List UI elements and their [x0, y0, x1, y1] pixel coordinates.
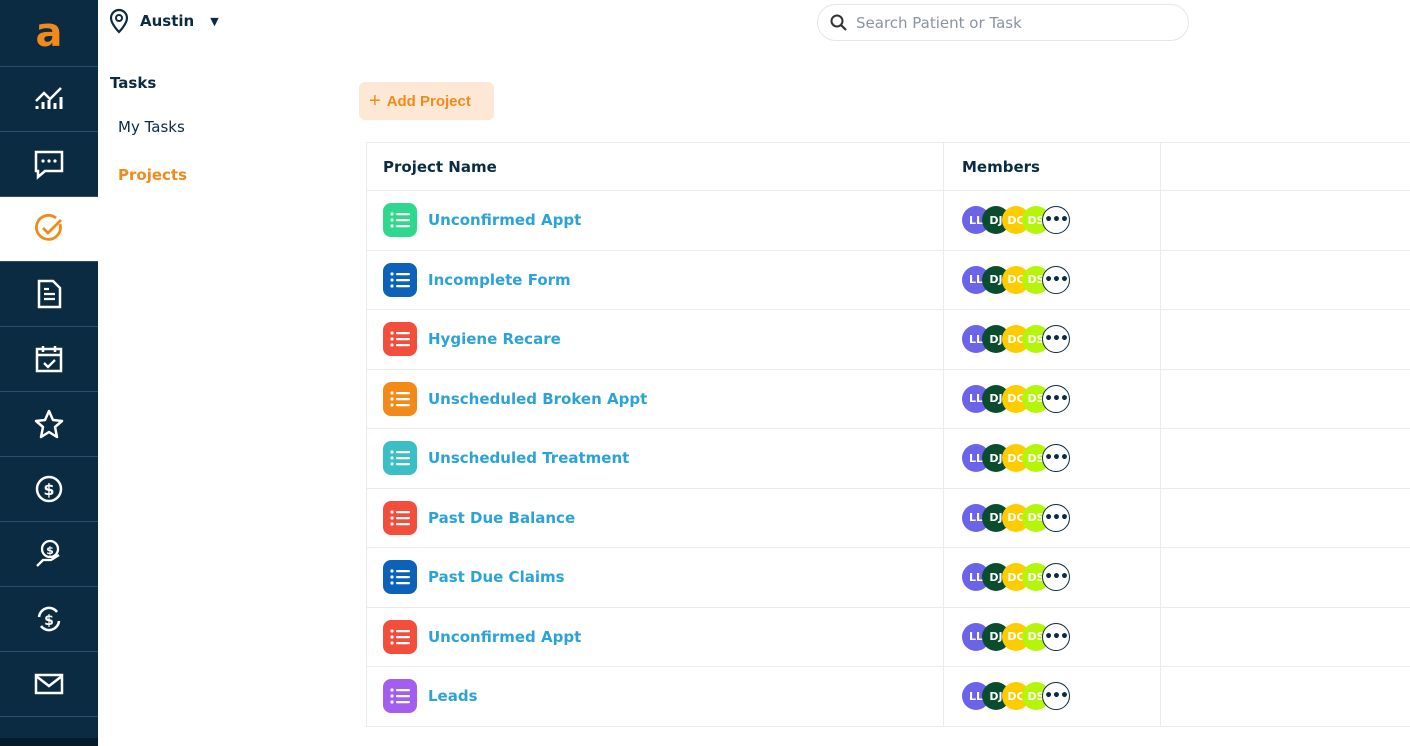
project-name-cell: Unscheduled Treatment — [367, 429, 944, 488]
table-row[interactable]: Unscheduled Treatment LL DJ DC DS ••• — [367, 429, 1410, 489]
members-cell: LL DJ DC DS ••• — [944, 310, 1161, 369]
list-icon — [383, 619, 417, 654]
dollar-icon: $ — [35, 475, 63, 503]
project-link[interactable]: Unconfirmed Appt — [428, 211, 582, 230]
table-row[interactable]: Past Due Claims LL DJ DC DS ••• — [367, 548, 1410, 608]
nav-chat[interactable] — [0, 132, 98, 197]
payment-hand-icon: $ — [36, 539, 60, 567]
document-icon — [37, 279, 62, 309]
members-cell: LL DJ DC DS ••• — [944, 369, 1161, 428]
nav-mail[interactable] — [0, 652, 98, 717]
header-members: Members — [944, 143, 1161, 190]
nav-my-tasks[interactable]: My Tasks — [118, 118, 185, 136]
project-link[interactable]: Unconfirmed Appt — [428, 627, 582, 646]
list-icon — [383, 679, 417, 714]
list-icon — [383, 322, 417, 357]
more-members-icon[interactable]: ••• — [1042, 206, 1070, 235]
more-members-icon[interactable]: ••• — [1042, 682, 1070, 711]
caret-down-icon: ▼ — [210, 14, 219, 28]
nav-document[interactable] — [0, 262, 98, 327]
project-name-cell: Unscheduled Broken Appt — [367, 369, 944, 428]
list-icon — [383, 441, 417, 476]
members-cell: LL DJ DC DS ••• — [944, 191, 1161, 250]
rail-footer — [0, 738, 98, 746]
svg-text:$: $ — [46, 544, 54, 557]
table-row[interactable]: Unscheduled Broken Appt LL DJ DC DS ••• — [367, 369, 1410, 429]
more-members-icon[interactable]: ••• — [1042, 622, 1070, 651]
header-project-name: Project Name — [367, 143, 944, 190]
table-header: Project Name Members — [367, 143, 1410, 191]
location-name: Austin — [140, 12, 195, 30]
main-nav-rail: a $ $ $ — [0, 0, 98, 746]
nav-calendar[interactable] — [0, 327, 98, 392]
project-name-cell: Incomplete Form — [367, 250, 944, 309]
members-cell: LL DJ DC DS ••• — [944, 429, 1161, 488]
star-icon — [34, 409, 64, 439]
secondary-nav: Austin ▼ Tasks My Tasks Projects — [98, 0, 358, 746]
nav-projects[interactable]: Projects — [118, 166, 188, 184]
add-project-button[interactable]: + Add Project — [359, 82, 494, 120]
more-members-icon[interactable]: ••• — [1042, 325, 1070, 354]
location-pin-icon — [109, 8, 129, 34]
project-link[interactable]: Unscheduled Broken Appt — [428, 389, 648, 408]
table-row[interactable]: Unconfirmed Appt LL DJ DC DS ••• — [367, 191, 1410, 251]
table-row[interactable]: Incomplete Form LL DJ DC DS ••• — [367, 250, 1410, 310]
members-cell: LL DJ DC DS ••• — [944, 667, 1161, 726]
table-row[interactable]: Leads LL DJ DC DS ••• — [367, 667, 1410, 727]
svg-text:$: $ — [43, 480, 54, 499]
add-project-label: Add Project — [386, 92, 471, 110]
project-link[interactable]: Hygiene Recare — [428, 330, 561, 349]
more-members-icon[interactable]: ••• — [1042, 265, 1070, 294]
members-cell: LL DJ DC DS ••• — [944, 488, 1161, 547]
more-members-icon[interactable]: ••• — [1042, 503, 1070, 532]
table-row[interactable]: Past Due Balance LL DJ DC DS ••• — [367, 488, 1410, 548]
project-name-cell: Past Due Claims — [367, 548, 944, 607]
mail-icon — [34, 673, 64, 695]
project-name-cell: Unconfirmed Appt — [367, 607, 944, 666]
more-members-icon[interactable]: ••• — [1042, 563, 1070, 592]
location-selector[interactable]: Austin ▼ — [108, 8, 219, 34]
nav-star[interactable] — [0, 392, 98, 457]
nav-tasks[interactable] — [0, 197, 98, 262]
tasks-heading: Tasks — [110, 74, 157, 92]
project-link[interactable]: Unscheduled Treatment — [428, 449, 630, 468]
project-link[interactable]: Past Due Balance — [428, 508, 576, 527]
project-link[interactable]: Incomplete Form — [428, 270, 571, 289]
more-members-icon[interactable]: ••• — [1042, 384, 1070, 413]
table-row[interactable]: Hygiene Recare LL DJ DC DS ••• — [367, 310, 1410, 370]
nav-analytics[interactable] — [0, 67, 98, 132]
members-cell: LL DJ DC DS ••• — [944, 607, 1161, 666]
list-icon — [383, 203, 417, 238]
search-icon — [830, 14, 847, 31]
table-row[interactable]: Unconfirmed Appt LL DJ DC DS ••• — [367, 607, 1410, 667]
tasks-icon — [35, 213, 62, 241]
project-link[interactable]: Past Due Claims — [428, 568, 565, 587]
list-icon — [383, 381, 417, 416]
project-name-cell: Hygiene Recare — [367, 310, 944, 369]
more-members-icon[interactable]: ••• — [1042, 444, 1070, 473]
project-name-cell: Leads — [367, 667, 944, 726]
search-input[interactable] — [856, 13, 1176, 32]
project-name-cell: Past Due Balance — [367, 488, 944, 547]
plus-icon: + — [369, 89, 381, 112]
members-cell: LL DJ DC DS ••• — [944, 548, 1161, 607]
app-logo[interactable]: a — [0, 0, 98, 67]
project-link[interactable]: Leads — [428, 687, 478, 706]
chat-icon — [34, 150, 64, 180]
logo-icon: a — [35, 10, 63, 56]
refresh-dollar-icon: $ — [37, 606, 61, 632]
list-icon — [383, 560, 417, 595]
search-box[interactable] — [817, 4, 1189, 41]
list-icon — [383, 500, 417, 535]
members-cell: LL DJ DC DS ••• — [944, 250, 1161, 309]
nav-refresh-dollar[interactable]: $ — [0, 587, 98, 652]
project-name-cell: Unconfirmed Appt — [367, 191, 944, 250]
nav-payment-hand[interactable]: $ — [0, 522, 98, 587]
list-icon — [383, 262, 417, 297]
svg-text:$: $ — [44, 613, 54, 629]
projects-table: Project Name Members Unconfirmed Appt LL D… — [366, 142, 1410, 727]
analytics-icon — [35, 87, 63, 109]
nav-dollar[interactable]: $ — [0, 457, 98, 522]
calendar-icon — [35, 346, 63, 373]
